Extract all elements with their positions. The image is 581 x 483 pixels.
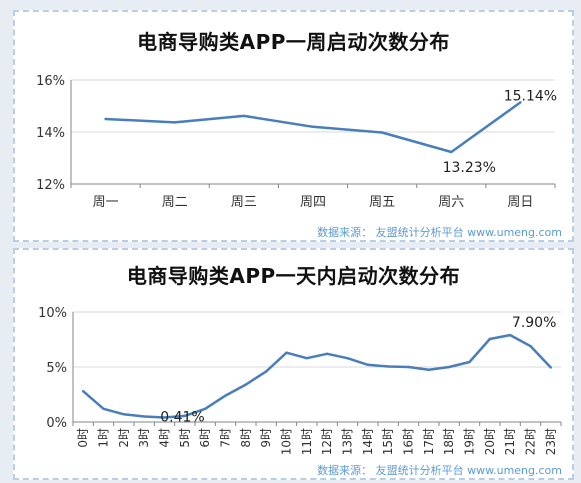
y-tick-label: 0% bbox=[46, 416, 67, 431]
data-point bbox=[519, 101, 522, 104]
x-tick-label: 13时 bbox=[341, 428, 355, 455]
data-point bbox=[104, 117, 107, 121]
y-tick-label: 5% bbox=[46, 361, 67, 376]
x-tick-label: 18时 bbox=[442, 428, 456, 455]
data-point bbox=[508, 333, 512, 337]
data-point bbox=[468, 360, 471, 364]
y-tick-label: 10% bbox=[38, 306, 67, 321]
data-point bbox=[81, 390, 85, 393]
x-tick-label: 20时 bbox=[483, 428, 497, 455]
x-tick-label: 周一 bbox=[93, 195, 119, 210]
y-tick-label: 12% bbox=[36, 178, 65, 193]
x-tick-label: 8时 bbox=[239, 428, 253, 448]
data-point bbox=[203, 407, 207, 410]
daily-chart-panel: 电商导购类APP一天内启动次数分布 0% 5% 10% 0时 1时 2时 3时 4时 5时 6时 7… bbox=[13, 248, 574, 480]
x-tick-label: 0时 bbox=[76, 428, 90, 448]
data-point bbox=[244, 383, 248, 386]
data-point bbox=[325, 352, 329, 355]
data-point bbox=[173, 121, 176, 124]
data-point bbox=[242, 114, 246, 118]
y-tick-label: 16% bbox=[36, 74, 65, 89]
data-point bbox=[305, 357, 309, 360]
x-tick-label: 周二 bbox=[162, 195, 188, 210]
x-tick-label: 11时 bbox=[300, 428, 314, 455]
x-tick-label: 14时 bbox=[361, 428, 375, 455]
x-tick-label: 周六 bbox=[438, 195, 464, 210]
x-tick-label: 3时 bbox=[137, 428, 151, 448]
weekly-chart-panel: 电商导购类APP一周启动次数分布 12% 14% 16% 周一 周二 周三 周四 周五 周六 周日… bbox=[13, 10, 574, 242]
data-point bbox=[450, 150, 453, 154]
data-point bbox=[183, 414, 187, 418]
chart-title: 电商导购类APP一周启动次数分布 bbox=[137, 30, 450, 54]
x-tick-label: 21时 bbox=[503, 428, 517, 455]
data-point bbox=[122, 413, 126, 416]
source-note: 数据来源： 友盟统计分析平台 www.umeng.com bbox=[317, 464, 562, 477]
y-tick-label: 14% bbox=[36, 126, 65, 141]
data-label: 13.23% bbox=[443, 160, 496, 176]
x-tick-label: 2时 bbox=[117, 428, 131, 448]
x-tick-label: 23时 bbox=[544, 428, 558, 455]
data-label: 15.14% bbox=[504, 88, 557, 104]
data-point bbox=[407, 365, 410, 369]
series-line bbox=[82, 333, 552, 419]
x-tick-label: 22时 bbox=[524, 428, 538, 455]
x-tick-label: 6时 bbox=[198, 428, 212, 448]
data-point bbox=[102, 407, 105, 410]
x-tick-label: 9时 bbox=[259, 428, 273, 448]
x-tick-label: 10时 bbox=[280, 428, 294, 455]
x-tick-label: 17时 bbox=[422, 428, 436, 455]
data-point bbox=[380, 131, 384, 134]
data-point bbox=[427, 368, 431, 371]
data-point bbox=[311, 125, 315, 128]
data-point bbox=[142, 415, 146, 418]
x-tick-label: 19时 bbox=[463, 428, 477, 455]
data-point bbox=[285, 351, 288, 354]
x-tick-label: 16时 bbox=[402, 428, 416, 455]
x-tick-label: 周五 bbox=[369, 195, 395, 210]
data-point bbox=[447, 365, 451, 369]
data-point bbox=[346, 357, 349, 360]
source-note: 数据来源： 友盟统计分析平台 www.umeng.com bbox=[317, 226, 562, 239]
x-tick-label: 15时 bbox=[381, 428, 395, 455]
x-tick-label: 1时 bbox=[97, 428, 111, 448]
data-label: 7.90% bbox=[512, 315, 556, 331]
data-point bbox=[163, 416, 166, 419]
chart-title: 电商导购类APP一天内启动次数分布 bbox=[126, 264, 461, 288]
data-label: 0.41% bbox=[160, 409, 204, 425]
data-point bbox=[264, 370, 268, 373]
x-tick-label: 周日 bbox=[507, 195, 533, 210]
data-point bbox=[386, 365, 390, 368]
x-tick-label: 12时 bbox=[320, 428, 334, 455]
x-tick-label: 7时 bbox=[219, 428, 233, 448]
data-point bbox=[529, 344, 532, 348]
daily-chart: 0% 5% 10% 0时 1时 2时 3时 4时 5时 6时 7时 8时 9时 10时 11时 12时 13时 1… bbox=[38, 306, 562, 455]
x-tick-label: 4时 bbox=[158, 428, 172, 448]
x-tick-label: 周四 bbox=[300, 195, 326, 210]
weekly-chart: 12% 14% 16% 周一 周二 周三 周四 周五 周六 周日 13.23% 15.14% bbox=[36, 74, 557, 210]
data-point bbox=[366, 363, 370, 366]
x-tick-label: 周三 bbox=[231, 195, 257, 210]
data-point bbox=[224, 394, 227, 397]
data-point bbox=[549, 366, 553, 369]
data-point bbox=[488, 337, 492, 341]
x-tick-label: 5时 bbox=[178, 428, 192, 448]
